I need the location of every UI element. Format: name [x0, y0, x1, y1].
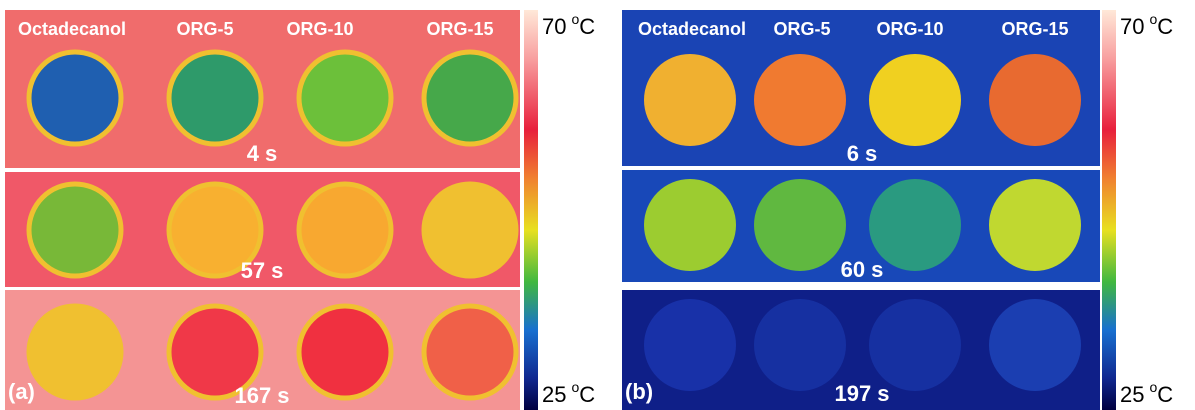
- unit: C: [579, 382, 595, 407]
- figure: 4 s 57 s 167 s Octadecanol ORG-5 ORG-10 ORG-15…: [0, 0, 1195, 410]
- colorbar-label: 70 oC: [1120, 11, 1173, 39]
- colorbar: [524, 10, 538, 410]
- sample-label: ORG-10: [876, 19, 943, 39]
- degree-sign: o: [1149, 11, 1157, 27]
- sample-label: ORG-15: [1001, 19, 1068, 39]
- unit: C: [1157, 14, 1173, 39]
- colorbar-value: 70: [1120, 14, 1144, 39]
- sample-spot: [754, 299, 846, 391]
- colorbar: [1102, 10, 1116, 410]
- sample-spot: [29, 306, 121, 398]
- unit: C: [1157, 382, 1173, 407]
- panel-label: (b): [625, 379, 653, 404]
- sample-spot: [299, 184, 391, 276]
- colorbar-value: 25: [542, 382, 566, 407]
- time-label: 57 s: [241, 258, 284, 283]
- sample-label: Octadecanol: [18, 19, 126, 39]
- sample-spot: [644, 54, 736, 146]
- sample-spot: [299, 306, 391, 398]
- sample-spot: [869, 299, 961, 391]
- sample-label: ORG-15: [426, 19, 493, 39]
- sample-spot: [424, 184, 516, 276]
- sample-spot: [989, 179, 1081, 271]
- time-label: 4 s: [247, 141, 278, 166]
- colorbar-value: 25: [1120, 382, 1144, 407]
- sample-spot: [989, 54, 1081, 146]
- panel-label: (a): [8, 379, 35, 404]
- sample-label: Octadecanol: [638, 19, 746, 39]
- sample-spot: [424, 52, 516, 144]
- sample-spot: [299, 52, 391, 144]
- page: 4 s 57 s 167 s Octadecanol ORG-5 ORG-10 ORG-15…: [0, 0, 1195, 410]
- time-label: 6 s: [847, 141, 878, 166]
- sample-spot: [644, 179, 736, 271]
- sample-label: ORG-5: [176, 19, 233, 39]
- colorbar-label: 25 oC: [542, 379, 595, 407]
- colorbar-value: 70: [542, 14, 566, 39]
- sample-spot: [424, 306, 516, 398]
- sample-spot: [29, 184, 121, 276]
- colorbar-label: 25 oC: [1120, 379, 1173, 407]
- sample-spot: [754, 54, 846, 146]
- sample-spot: [754, 179, 846, 271]
- sample-spot: [644, 299, 736, 391]
- degree-sign: o: [571, 379, 579, 395]
- time-label: 60 s: [841, 257, 884, 282]
- time-label: 197 s: [834, 381, 889, 406]
- degree-sign: o: [571, 11, 579, 27]
- sample-label: ORG-10: [286, 19, 353, 39]
- time-label: 167 s: [234, 383, 289, 408]
- sample-label: ORG-5: [773, 19, 830, 39]
- sample-spot: [989, 299, 1081, 391]
- sample-spot: [29, 52, 121, 144]
- degree-sign: o: [1149, 379, 1157, 395]
- unit: C: [579, 14, 595, 39]
- colorbar-label: 70 oC: [542, 11, 595, 39]
- sample-spot: [869, 54, 961, 146]
- sample-spot: [169, 52, 261, 144]
